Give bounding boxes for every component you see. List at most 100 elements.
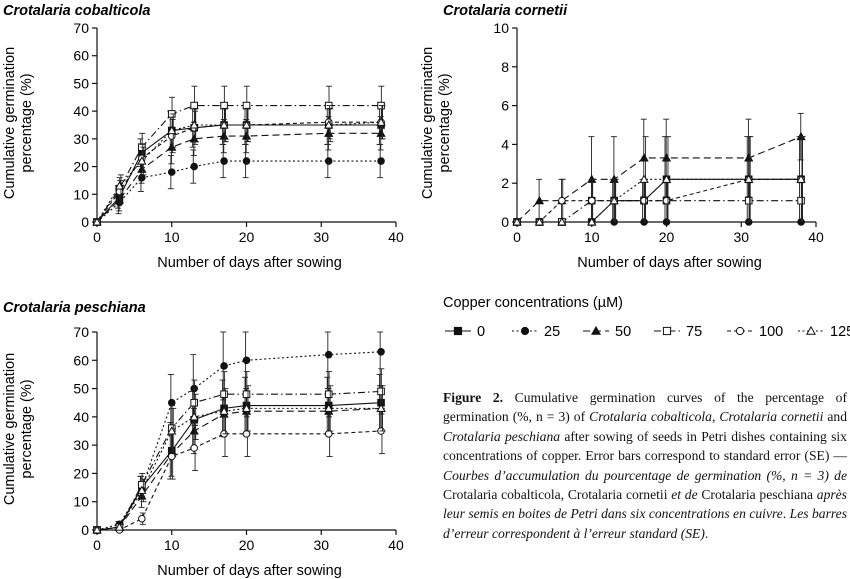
y-tick-label: 70	[73, 20, 89, 36]
chart-panel-0: Crotalaria cobalticola 0 10 20 30 40 50 60 70 0 10…	[2, 3, 404, 271]
data-point	[324, 430, 333, 438]
data-point	[167, 426, 177, 435]
series-75	[93, 368, 385, 534]
legend-marker	[662, 326, 672, 336]
data-point	[167, 125, 177, 135]
series-100	[93, 407, 385, 534]
data-point	[137, 485, 147, 494]
data-point	[661, 174, 672, 183]
data-point	[512, 217, 522, 226]
data-point	[534, 217, 545, 226]
caption-part: after sowing of seeds in Petri dishes co…	[443, 428, 847, 464]
series-line	[96, 402, 382, 531]
data-point	[167, 452, 176, 461]
series-line	[96, 390, 382, 531]
legend-label: 50	[615, 324, 631, 340]
series-100	[93, 105, 385, 226]
data-point	[241, 403, 252, 412]
series-125	[92, 105, 386, 226]
x-tick-label: 30	[313, 537, 329, 553]
data-point	[167, 168, 176, 176]
y-axis-label-line: percentage (%)	[19, 379, 35, 478]
x-axis-label: Number of days after sowing	[157, 563, 342, 579]
y-tick-label: 10	[73, 186, 89, 202]
data-point	[242, 390, 251, 399]
data-point	[609, 195, 619, 205]
data-point	[242, 157, 251, 165]
y-tick-label: 30	[73, 437, 89, 453]
legend-label: 0	[477, 324, 485, 340]
caption-part: Crotalaria peschiana	[701, 487, 817, 503]
data-point	[190, 444, 198, 452]
caption-part: Crotalaria cobalticola, Crotalaria corne…	[443, 487, 672, 503]
y-tick-label: 60	[73, 352, 89, 368]
y-tick-label: 20	[73, 159, 89, 175]
y-tick-label: 8	[501, 59, 509, 75]
y-axis-label: Cumulative germinationpercentage (%)	[2, 47, 35, 199]
legend-marker	[453, 326, 463, 336]
data-point	[220, 362, 228, 370]
y-tick-label: 50	[73, 381, 89, 397]
y-tick-label: 40	[73, 409, 89, 425]
series-line	[96, 124, 382, 223]
series-line	[96, 121, 382, 223]
data-point	[242, 430, 251, 438]
x-tick-label: 20	[239, 537, 255, 553]
legend-marker	[591, 325, 601, 335]
caption-body: Cumulative germination curves of the per…	[443, 390, 847, 541]
legend-title: Copper concentrations (µM)	[443, 295, 623, 311]
series-line	[96, 407, 382, 531]
y-axis-label-line: Cumulative germination	[2, 353, 18, 505]
data-point	[744, 174, 754, 183]
legend-entry-125: 125	[798, 324, 850, 340]
x-tick-label: 0	[93, 229, 101, 245]
series-0	[513, 136, 805, 226]
y-tick-label: 0	[81, 522, 89, 538]
data-point	[242, 356, 251, 365]
data-point	[744, 153, 754, 162]
chart-panel-2: Crotalaria peschiana 0 10 20 30 40 50 60 70 0 10 20…	[2, 300, 404, 579]
y-tick-label: 70	[73, 324, 89, 340]
series-25	[93, 143, 385, 226]
caption-part: Crotalaria cornetii	[719, 409, 824, 425]
series-50	[92, 116, 386, 226]
caption-part: Courbes d’accumulation du pourcentage de…	[443, 467, 847, 483]
y-axis-label-line: Cumulative germination	[420, 47, 436, 199]
x-axis-label: Number of days after sowing	[157, 255, 342, 271]
legend-entry-25: 25	[512, 324, 560, 340]
x-tick-label: 40	[388, 537, 404, 553]
y-axis-label-line: Cumulative germination	[2, 47, 18, 199]
series-0	[93, 105, 385, 226]
series-line	[96, 121, 382, 223]
data-point	[376, 403, 386, 412]
caption-part: Crotalaria cobalticola	[589, 409, 712, 425]
legend-entry-100: 100	[727, 324, 783, 340]
chart-title: Crotalaria peschiana	[3, 300, 146, 316]
y-tick-label: 2	[501, 175, 509, 191]
data-point	[640, 196, 648, 205]
legend-marker	[806, 325, 816, 335]
data-point	[797, 196, 805, 205]
data-point	[189, 120, 199, 129]
data-point	[377, 157, 385, 165]
y-axis-label: Cumulative germinationpercentage (%)	[2, 353, 35, 505]
x-tick-label: 10	[164, 537, 180, 553]
series-line	[96, 132, 382, 223]
chart-title: Crotalaria cobalticola	[3, 3, 150, 19]
data-point	[324, 390, 333, 399]
legend-entry-0: 0	[445, 324, 485, 340]
y-tick-label: 40	[73, 103, 89, 119]
series-125	[92, 385, 386, 534]
y-tick-label: 20	[73, 465, 89, 481]
x-tick-label: 20	[239, 229, 255, 245]
data-point	[587, 196, 596, 205]
data-point	[534, 195, 545, 205]
legend-entry-75: 75	[654, 324, 702, 340]
data-point	[220, 101, 228, 110]
y-tick-label: 4	[501, 136, 509, 152]
caption-label: Figure 2.	[443, 390, 504, 405]
legend-label: 75	[686, 324, 702, 340]
data-point	[796, 174, 806, 183]
series-50	[512, 112, 806, 226]
